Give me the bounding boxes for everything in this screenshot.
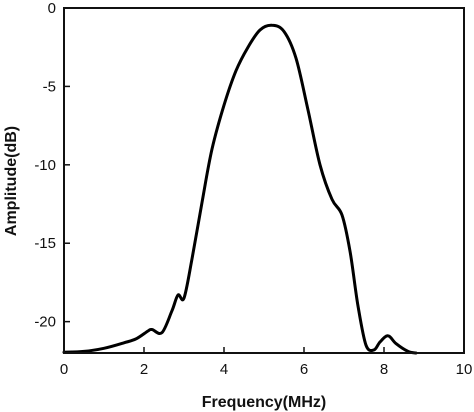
x-tick-label: 6 bbox=[300, 361, 308, 378]
y-tick-label: -10 bbox=[34, 157, 56, 174]
x-tick-label: 10 bbox=[456, 361, 473, 378]
tick-labels: 0 2 4 6 8 10 0 -5 -10 -15 -20 bbox=[34, 0, 472, 378]
x-tick-label: 0 bbox=[60, 361, 68, 378]
x-tick-label: 2 bbox=[140, 361, 148, 378]
y-tick-label: -20 bbox=[34, 314, 56, 331]
y-axis-title: Amplitude(dB) bbox=[3, 126, 20, 236]
x-tick-label: 8 bbox=[380, 361, 388, 378]
x-tick-label: 4 bbox=[220, 361, 228, 378]
x-axis-title: Frequency(MHz) bbox=[202, 394, 326, 411]
plot-frame bbox=[63, 7, 465, 354]
series-layer bbox=[62, 23, 418, 355]
y-tick-label: -15 bbox=[34, 235, 56, 252]
tick-marks bbox=[63, 7, 465, 353]
series-line bbox=[62, 23, 418, 355]
y-tick-label: -5 bbox=[43, 78, 56, 95]
y-tick-label: 0 bbox=[48, 0, 56, 17]
